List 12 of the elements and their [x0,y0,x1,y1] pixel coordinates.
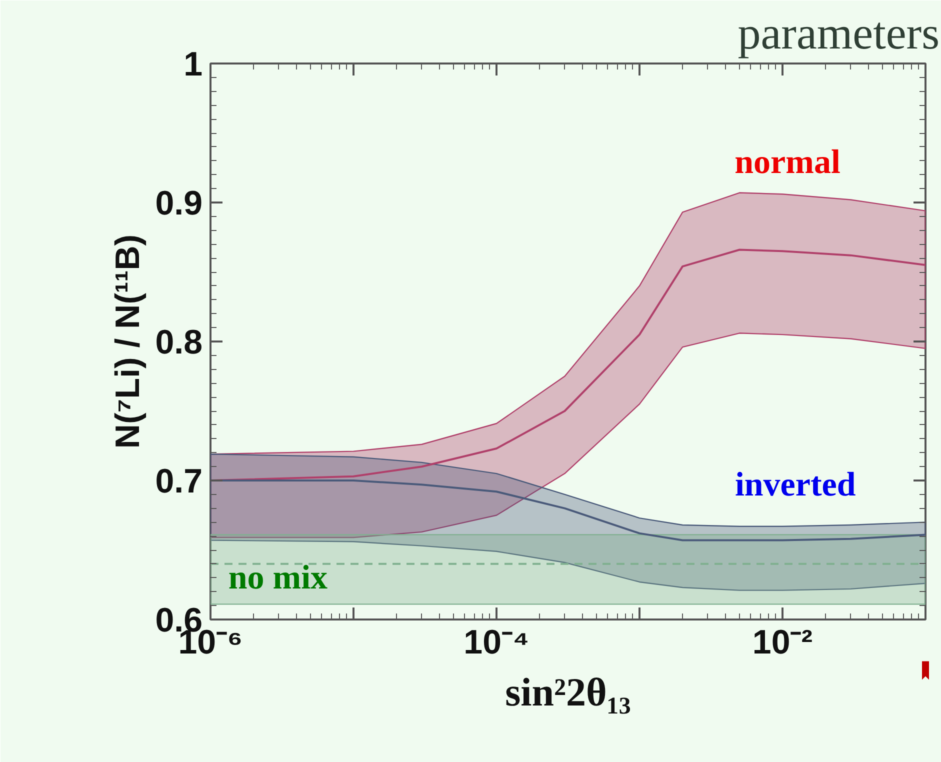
y-axis-title: N(⁷Li) / N(¹¹B) [109,234,148,449]
x-tick-label: 10⁻⁴ [464,624,530,662]
annotation: inverted [734,466,856,504]
y-tick-label: 1 [184,46,203,84]
x-axis-title: sin²2θ₁₃ [505,670,631,714]
y-tick-label: 0.8 [155,324,202,362]
annotation: normal [734,144,840,181]
annotation: no mix [228,559,328,596]
x-tick-label: 10⁻² [752,624,813,662]
chart-title: parameters [738,8,940,58]
y-tick-label: 0.9 [155,184,202,222]
y-tick-label: 0.7 [155,462,202,500]
